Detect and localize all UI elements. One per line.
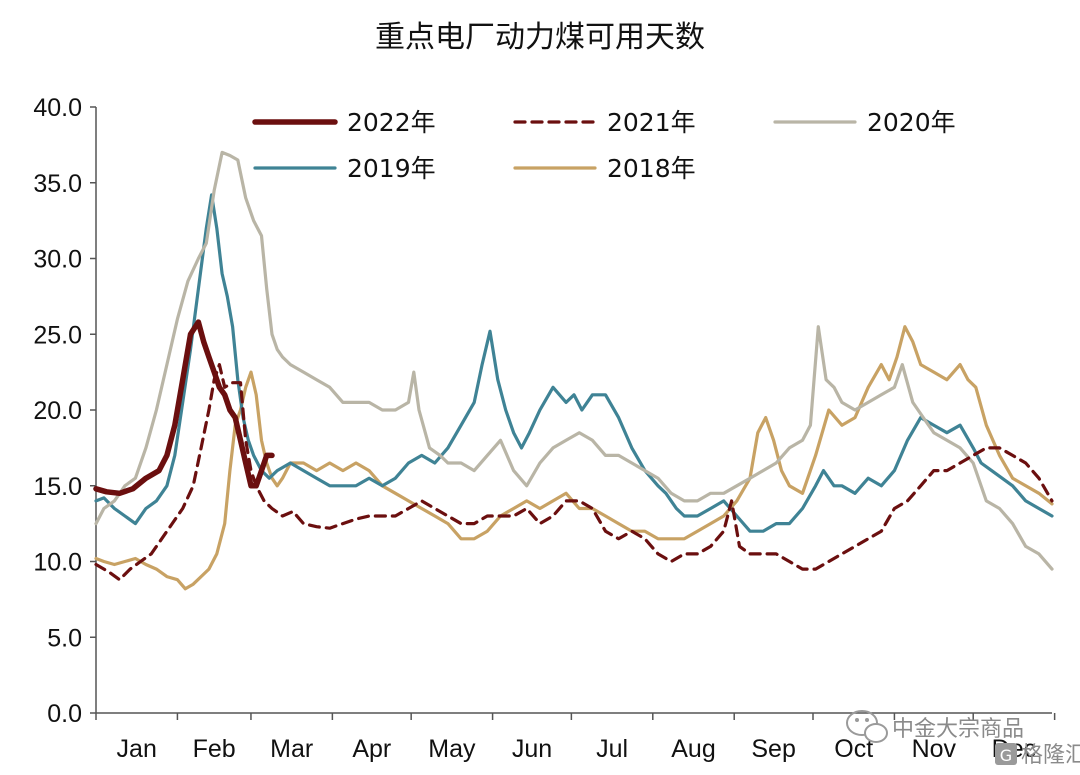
- y-tick-label: 30.0: [33, 246, 82, 274]
- series-lines: [93, 150, 1054, 591]
- y-tick-label: 25.0: [33, 321, 82, 349]
- y-tick-label: 10.0: [33, 549, 82, 577]
- series-line-2020年: [94, 150, 1054, 571]
- y-tick-label: 0.0: [47, 700, 82, 728]
- legend-label: 2020年: [867, 108, 956, 137]
- x-tick-label: Apr: [352, 735, 391, 763]
- series-line-2022年: [93, 319, 275, 497]
- legend-label: 2019年: [347, 154, 436, 183]
- y-tick-label: 35.0: [33, 170, 82, 198]
- gelonghui-logo-icon: G: [995, 743, 1017, 765]
- svg-text:G: G: [1000, 746, 1012, 765]
- x-tick-label: Feb: [193, 735, 236, 763]
- y-tick-label: 5.0: [47, 624, 82, 652]
- legend-label: 2018年: [607, 154, 696, 183]
- x-tick-label: Nov: [912, 735, 957, 763]
- y-tick-label: 15.0: [33, 473, 82, 501]
- x-tick-label: Sep: [751, 735, 795, 763]
- y-tick-label: 40.0: [33, 94, 82, 122]
- x-tick-label: Aug: [671, 735, 715, 763]
- axes: 0.0 5.0 10.0 15.0 20.0 25.0 30.0 35.0 40.0 Jan Feb…: [33, 94, 1056, 763]
- series-line-2021年: [94, 363, 1054, 582]
- chart-title: 重点电厂动力煤可用天数: [375, 20, 705, 55]
- watermark-mark: 格隆汇: [1021, 743, 1080, 768]
- y-tick-label: 20.0: [33, 397, 82, 425]
- watermark: 中金大宗商品 G 格隆汇: [846, 710, 1080, 768]
- x-tick-label: Jul: [596, 735, 628, 763]
- x-tick-label: Mar: [270, 735, 313, 763]
- legend-label: 2022年: [347, 108, 436, 137]
- x-tick-label: Oct: [834, 735, 873, 763]
- series-line-2019年: [94, 193, 1054, 533]
- x-tick-label: Jun: [512, 735, 552, 763]
- legend-label: 2021年: [607, 108, 696, 137]
- legend: 2022年 2021年 2020年 2019年 2018年: [252, 108, 956, 183]
- x-tick-label: May: [428, 735, 476, 763]
- wechat-icon: [846, 710, 888, 743]
- watermark-brand: 中金大宗商品: [892, 717, 1024, 742]
- series-line-2018年: [94, 325, 1054, 591]
- x-tick-label: Jan: [117, 735, 157, 763]
